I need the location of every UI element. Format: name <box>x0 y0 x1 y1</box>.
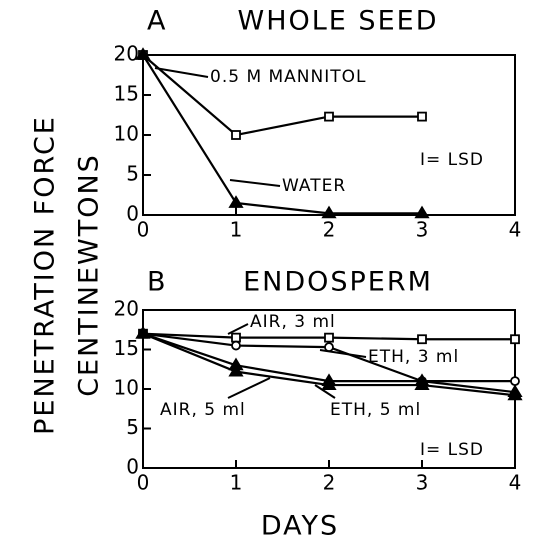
x-tick-label: 2 <box>323 218 336 242</box>
leader-line <box>227 377 271 399</box>
marker <box>414 373 430 386</box>
chart-title: WHOLE SEED <box>238 6 439 37</box>
annotation: I= LSD <box>420 150 484 170</box>
leader-line <box>319 349 367 358</box>
marker <box>510 376 520 387</box>
series-label: WATER <box>282 176 346 196</box>
x-tick-label: 1 <box>230 218 243 242</box>
y-tick-label: 5 <box>126 415 139 439</box>
x-tick-label: 4 <box>509 471 522 495</box>
marker <box>135 325 151 339</box>
panel-letter: A <box>147 6 167 37</box>
marker <box>231 340 241 351</box>
x-tick-label: 0 <box>137 218 150 242</box>
marker <box>231 332 241 343</box>
y-tick-label: 15 <box>114 336 139 360</box>
y-tick-label: 0 <box>126 455 139 479</box>
leader-line <box>229 179 281 187</box>
y-tick-label: 0 <box>126 202 139 226</box>
series-label: ETH, 3 ml <box>368 347 459 367</box>
marker <box>510 334 520 345</box>
marker <box>321 205 337 219</box>
leader-line <box>314 384 336 399</box>
x-tick-label: 3 <box>416 218 429 242</box>
x-tick-label: 2 <box>323 471 336 495</box>
marker <box>228 363 244 377</box>
y-tick-label: 15 <box>114 82 139 106</box>
x-tick-label: 1 <box>230 471 243 495</box>
series-line <box>142 54 422 137</box>
x-axis-label: DAYS <box>261 511 339 542</box>
leader-line <box>227 323 249 335</box>
marker <box>324 332 334 343</box>
x-tick-label: 3 <box>416 471 429 495</box>
marker <box>231 130 241 140</box>
y-tick-label: 10 <box>114 122 139 146</box>
y-tick-label: 20 <box>114 42 139 66</box>
panel-letter: B <box>147 267 168 298</box>
marker <box>135 47 151 60</box>
leader-line <box>154 67 209 78</box>
annotation: I= LSD <box>420 440 484 460</box>
marker <box>321 373 337 386</box>
marker <box>228 357 244 371</box>
series-label: AIR, 5 ml <box>160 400 246 420</box>
marker <box>324 342 334 353</box>
series-label: 0.5 M MANNITOL <box>210 67 367 87</box>
marker <box>417 111 427 122</box>
marker <box>228 195 244 208</box>
y-tick-label: 10 <box>114 376 139 400</box>
series-label: AIR, 3 ml <box>250 312 336 332</box>
marker <box>414 205 430 219</box>
x-tick-label: 4 <box>509 218 522 242</box>
marker <box>507 384 523 398</box>
x-tick-label: 0 <box>137 471 150 495</box>
y-tick-label: 20 <box>114 297 139 321</box>
series-line <box>142 54 422 215</box>
y-axis-label: PENETRATION FORCE <box>30 115 61 435</box>
y-tick-label: 5 <box>126 162 139 186</box>
y-axis-label: CENTINEWTONS <box>74 153 105 397</box>
series-label: ETH, 5 ml <box>330 400 421 420</box>
chart-title: ENDOSPERM <box>243 267 433 298</box>
marker <box>324 111 334 122</box>
marker <box>417 334 427 345</box>
